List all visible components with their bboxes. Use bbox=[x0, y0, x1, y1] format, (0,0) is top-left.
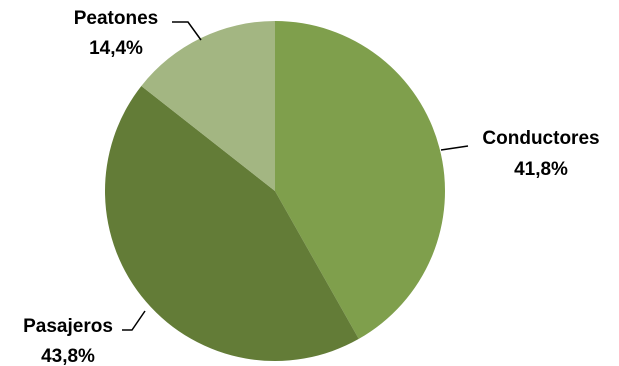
pie-slice-conductores bbox=[275, 21, 446, 339]
slice-value-pasajeros: 43,8% bbox=[41, 346, 95, 366]
slice-label-pasajeros: Pasajeros bbox=[23, 316, 113, 337]
pie-slice-pasajeros bbox=[104, 85, 359, 361]
slice-label-peatones: Peatones bbox=[74, 8, 158, 29]
slice-value-conductores: 41,8% bbox=[514, 159, 568, 180]
leader-lines bbox=[122, 21, 469, 331]
slice-label-conductores: Conductores bbox=[482, 128, 599, 149]
leader-peatones bbox=[172, 21, 202, 41]
slice-value-peatones: 14,4% bbox=[89, 38, 143, 59]
pie-slice-peatones bbox=[141, 21, 275, 191]
pie-slices bbox=[104, 21, 446, 361]
leader-pasajeros bbox=[122, 310, 146, 331]
leader-conductores bbox=[440, 145, 469, 151]
